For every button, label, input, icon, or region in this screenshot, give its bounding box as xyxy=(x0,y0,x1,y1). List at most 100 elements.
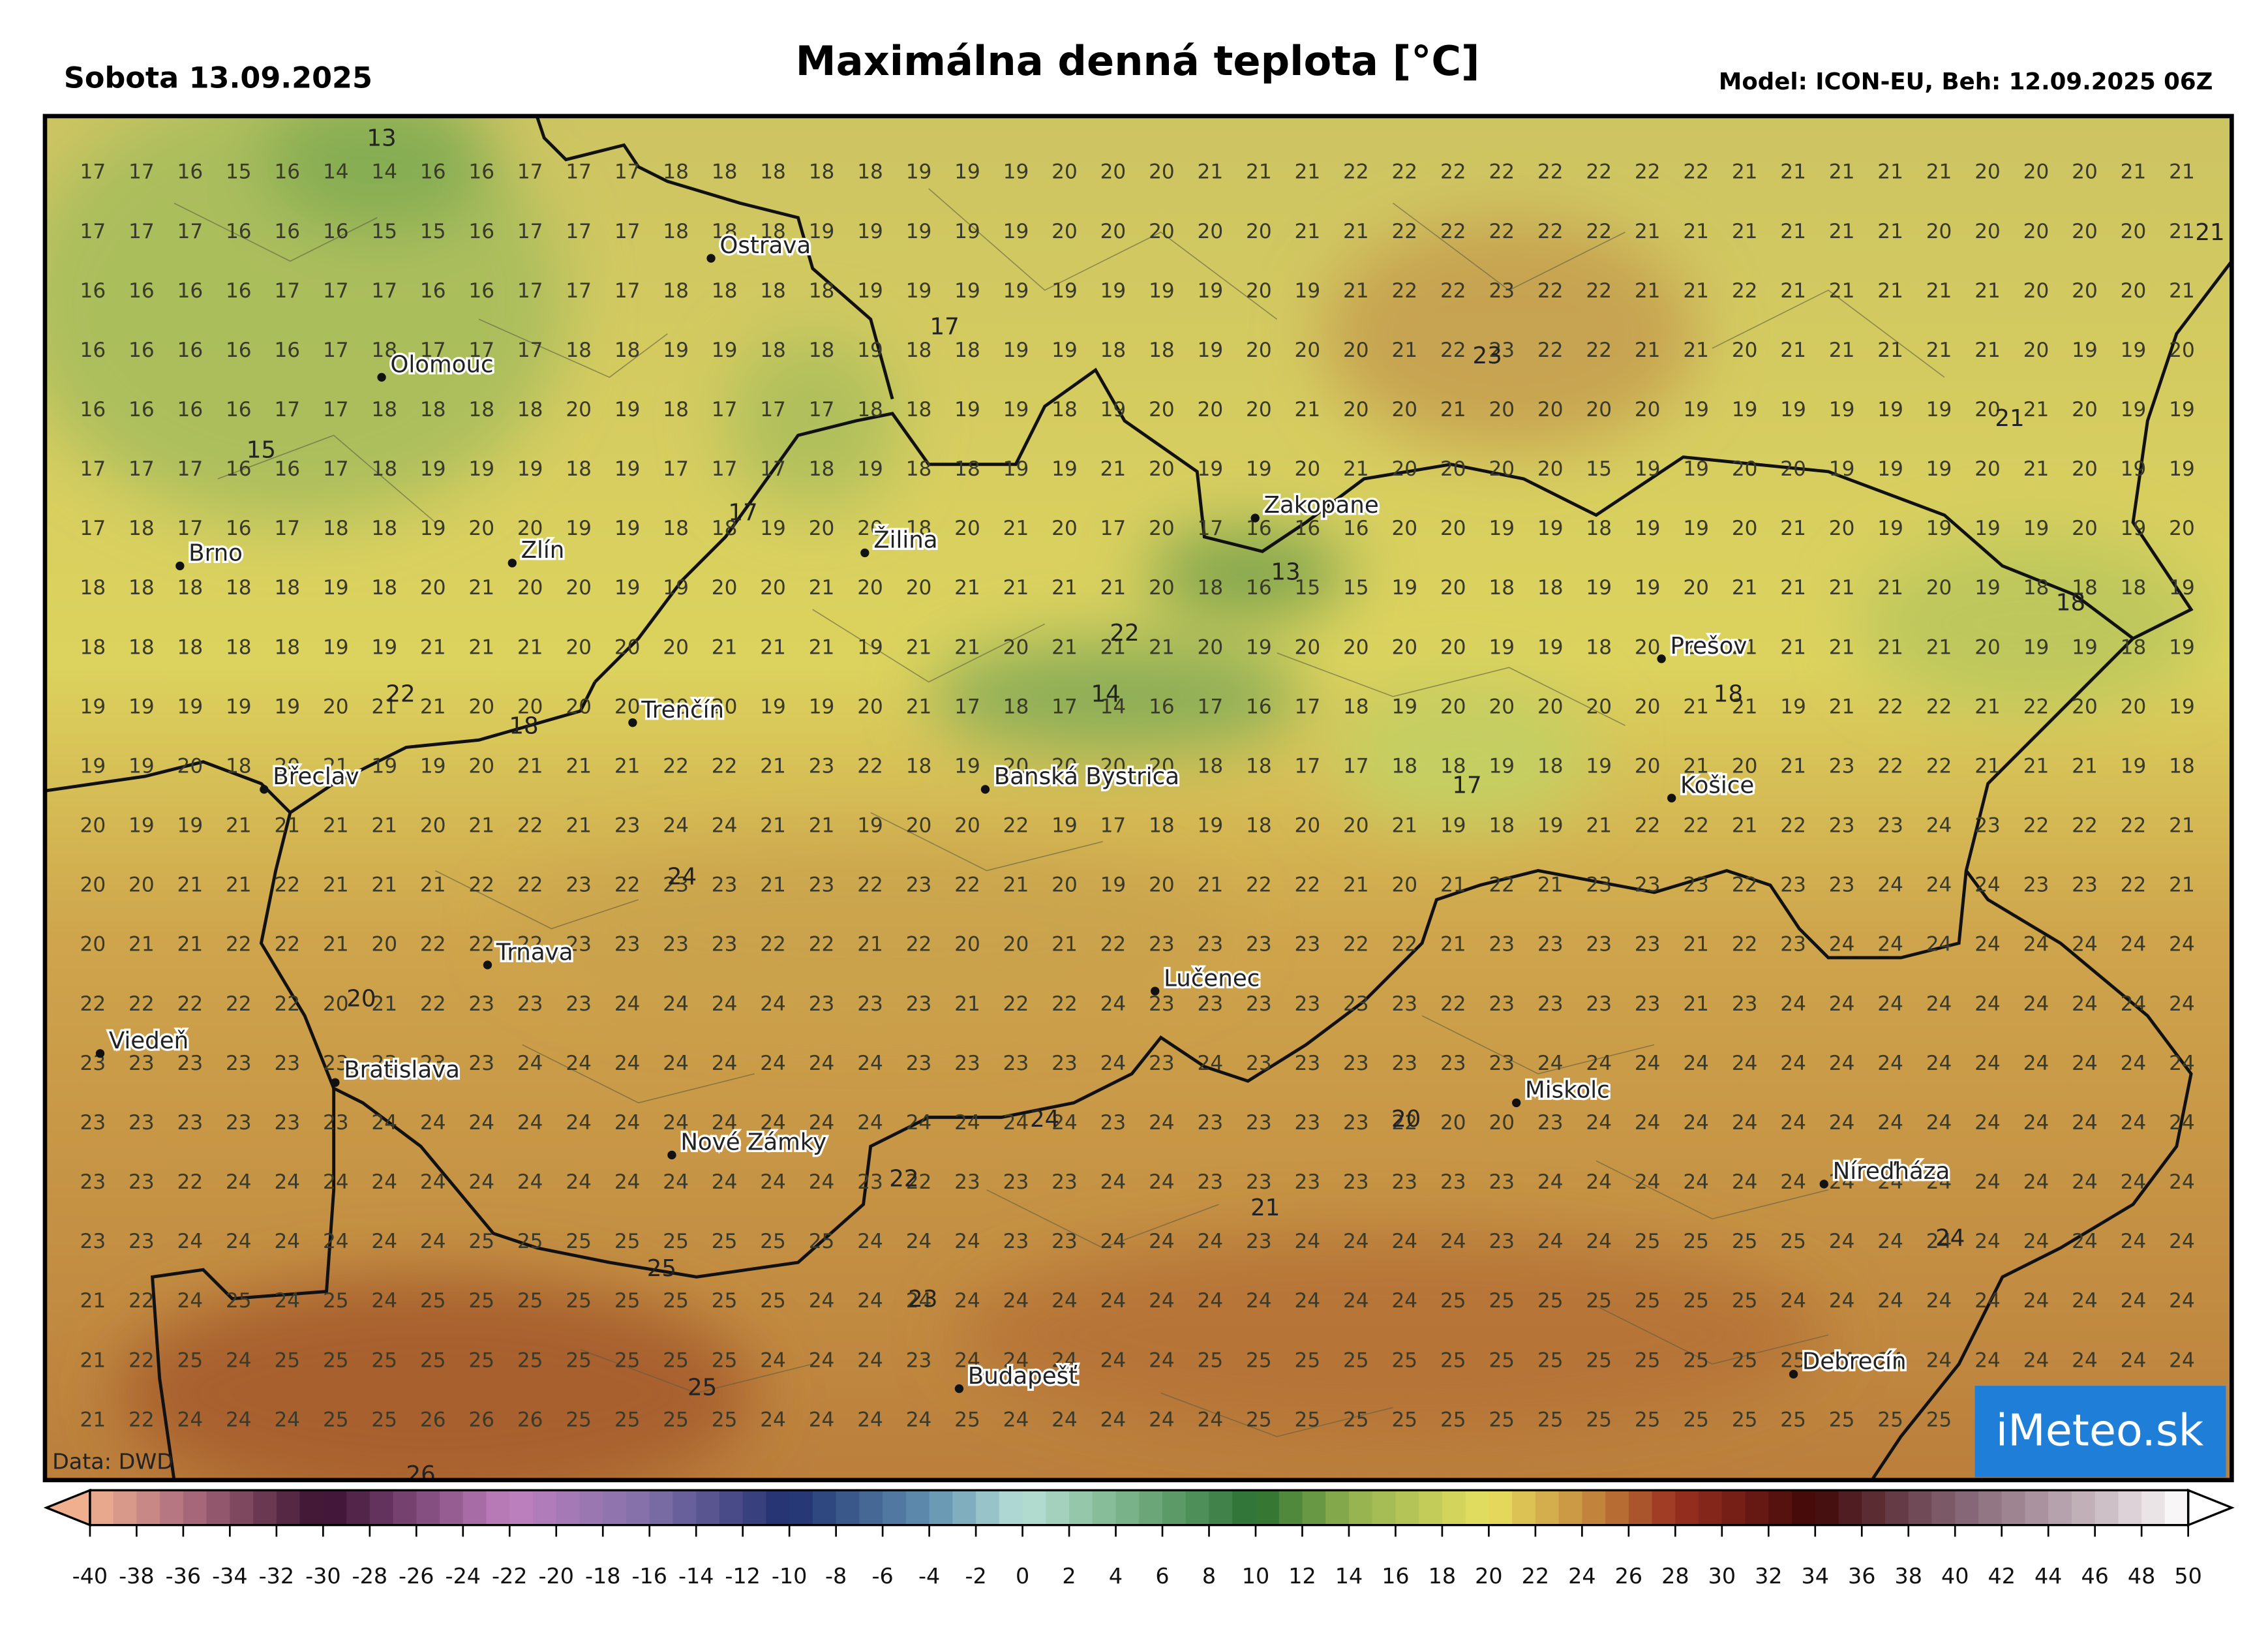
extreme-value: 14 xyxy=(1091,680,1120,707)
grid-value: 20 xyxy=(1635,398,1661,421)
extreme-value: 13 xyxy=(367,125,396,152)
grid-value: 22 xyxy=(1537,160,1564,184)
grid-value: 20 xyxy=(468,517,494,540)
grid-value: 23 xyxy=(1537,992,1564,1016)
temperature-grid: 17 17 16 15 16 14 14 16 16 17 17 17 18 18 18 18 18 19 19 19… xyxy=(80,160,2195,1432)
grid-value: 24 xyxy=(2023,992,2049,1016)
colorbar-segment xyxy=(766,1490,791,1525)
date-label: Sobota 13.09.2025 xyxy=(64,61,372,95)
grid-value: 19 xyxy=(1295,279,1321,303)
grid-value: 21 xyxy=(1198,874,1224,897)
grid-value: 23 xyxy=(1246,992,1272,1016)
colorbar-segment xyxy=(1162,1490,1187,1525)
colorbar-segment xyxy=(719,1490,744,1525)
grid-value: 24 xyxy=(1537,1170,1564,1194)
grid-value: 21 xyxy=(323,814,349,838)
grid-value: 19 xyxy=(954,754,980,778)
colorbar-segment xyxy=(883,1490,907,1525)
grid-value: 22 xyxy=(712,754,738,778)
grid-value: 22 xyxy=(1003,992,1029,1016)
grid-value: 22 xyxy=(2121,874,2147,897)
city-dot xyxy=(95,1049,105,1058)
colorbar-segment xyxy=(2025,1490,2049,1525)
city-dot xyxy=(331,1078,340,1087)
grid-value: 24 xyxy=(2023,933,2049,956)
grid-value: 24 xyxy=(760,1349,786,1372)
city-name: Košice xyxy=(1680,772,1754,799)
grid-value: 25 xyxy=(1635,1230,1661,1253)
extreme-value: 17 xyxy=(1452,772,1481,799)
grid-value: 14 xyxy=(1100,695,1126,718)
grid-value: 25 xyxy=(468,1289,494,1313)
extreme-value: 22 xyxy=(889,1165,918,1192)
grid-value: 22 xyxy=(1635,814,1661,838)
grid-value: 21 xyxy=(1732,160,1758,184)
grid-value: 19 xyxy=(712,339,738,362)
grid-value: 23 xyxy=(1391,1170,1417,1194)
grid-value: 19 xyxy=(1489,635,1515,659)
city-name: Ostrava xyxy=(719,232,811,259)
grid-value: 18 xyxy=(2072,576,2098,600)
grid-value: 24 xyxy=(760,992,786,1016)
grid-value: 22 xyxy=(1391,220,1417,243)
grid-value: 15 xyxy=(420,220,446,243)
grid-value: 24 xyxy=(1974,1230,2001,1253)
grid-value: 24 xyxy=(420,1230,446,1253)
grid-value: 21 xyxy=(1732,635,1758,659)
grid-value: 21 xyxy=(80,1349,106,1372)
grid-value: 19 xyxy=(177,814,204,838)
city-name: Zakopane xyxy=(1264,492,1379,519)
city-name: Níreďháza xyxy=(1833,1158,1950,1185)
grid-value: 21 xyxy=(371,992,397,1016)
grid-value: 24 xyxy=(1343,1289,1369,1313)
grid-value: 24 xyxy=(954,1111,980,1135)
grid-value: 18 xyxy=(1198,754,1224,778)
grid-value: 17 xyxy=(177,517,204,540)
grid-value: 17 xyxy=(323,279,349,303)
grid-value: 20 xyxy=(1537,457,1564,481)
grid-value: 24 xyxy=(1829,1170,1855,1194)
grid-value: 20 xyxy=(1051,160,1078,184)
grid-value: 22 xyxy=(760,933,786,956)
city-dot xyxy=(1151,986,1160,996)
grid-value: 21 xyxy=(1974,754,2001,778)
grid-value: 24 xyxy=(614,992,641,1016)
grid-value: 19 xyxy=(906,279,932,303)
city-name: Břeclav xyxy=(273,763,359,790)
grid-value: 25 xyxy=(1635,1289,1661,1313)
grid-value: 18 xyxy=(1343,695,1369,718)
city-name: Brno xyxy=(189,540,243,567)
grid-value: 22 xyxy=(177,1170,204,1194)
grid-value: 21 xyxy=(1391,339,1417,362)
grid-value: 20 xyxy=(1149,754,1175,778)
grid-value: 24 xyxy=(1974,1289,2001,1313)
grid-value: 17 xyxy=(1198,695,1224,718)
grid-value: 23 xyxy=(1391,1052,1417,1075)
grid-value: 24 xyxy=(371,1170,397,1194)
grid-value: 23 xyxy=(226,1111,252,1135)
grid-value: 19 xyxy=(1683,398,1709,421)
grid-value: 20 xyxy=(1149,220,1175,243)
grid-value: 24 xyxy=(906,1230,932,1253)
grid-value: 24 xyxy=(2072,1111,2098,1135)
colorbar-tick-label: 16 xyxy=(1382,1563,1409,1589)
grid-value: 19 xyxy=(517,457,543,481)
grid-value: 18 xyxy=(80,635,106,659)
grid-value: 19 xyxy=(954,279,980,303)
grid-value: 16 xyxy=(80,398,106,421)
grid-value: 18 xyxy=(371,457,397,481)
grid-value: 16 xyxy=(468,160,494,184)
grid-value: 17 xyxy=(1295,754,1321,778)
grid-value: 19 xyxy=(1003,398,1029,421)
grid-value: 24 xyxy=(2169,933,2195,956)
grid-value: 24 xyxy=(809,1170,835,1194)
grid-value: 18 xyxy=(323,517,349,540)
grid-value: 21 xyxy=(371,695,397,718)
colorbar-segment xyxy=(1419,1490,1444,1525)
grid-value: 20 xyxy=(1537,398,1564,421)
grid-value: 24 xyxy=(809,1408,835,1431)
colorbar-segment xyxy=(2048,1490,2073,1525)
grid-value: 24 xyxy=(1877,1052,1903,1075)
grid-value: 24 xyxy=(663,1170,689,1194)
